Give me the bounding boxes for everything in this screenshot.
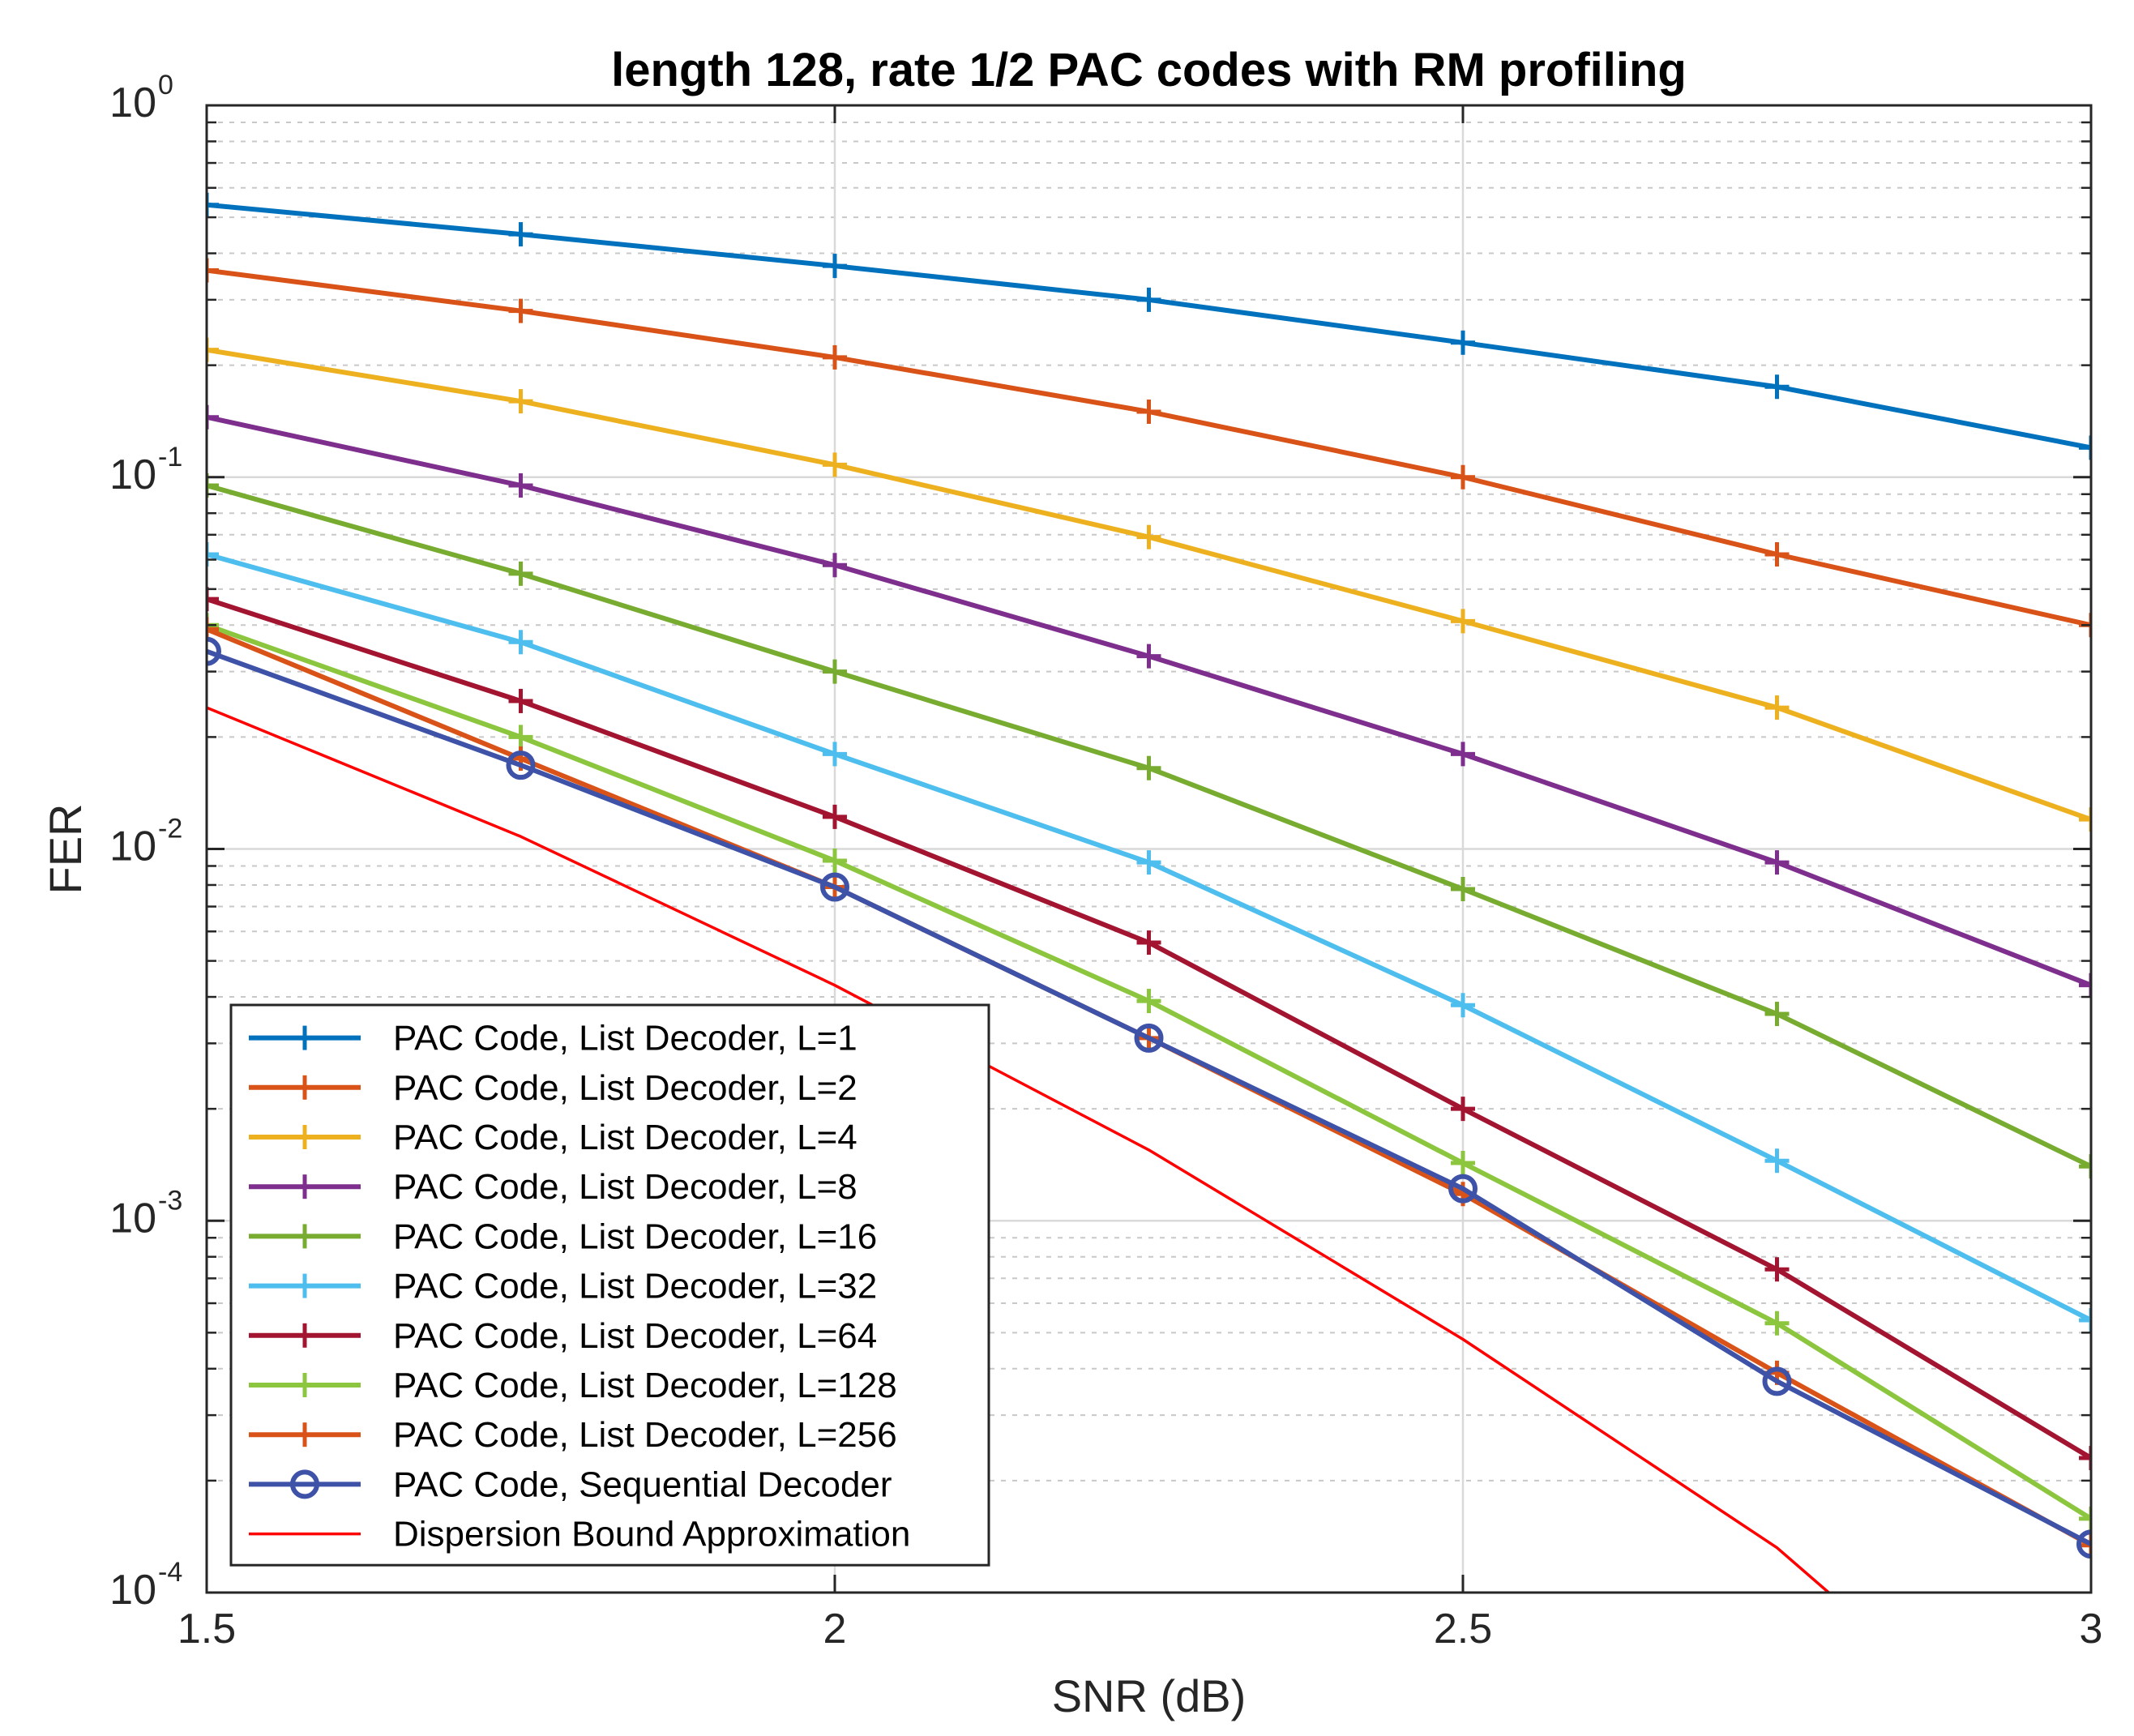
legend-item: PAC Code, List Decoder, L=1 xyxy=(249,1019,857,1058)
data-point-marker xyxy=(506,750,536,780)
legend-label: PAC Code, List Decoder, L=4 xyxy=(393,1118,857,1157)
y-tick-label-base: 10 xyxy=(109,1195,156,1242)
y-tick-label-base: 10 xyxy=(109,79,156,126)
series-5 xyxy=(207,541,2091,1333)
legend-label: PAC Code, Sequential Decoder xyxy=(393,1464,892,1504)
series-lines xyxy=(207,192,2091,1593)
x-tick-label: 2.5 xyxy=(1434,1606,1492,1653)
legend-item: PAC Code, List Decoder, L=32 xyxy=(249,1267,877,1306)
y-tick-label-base: 10 xyxy=(109,823,156,870)
data-point-marker xyxy=(1762,1366,1792,1396)
x-tick-label: 2 xyxy=(823,1606,847,1653)
legend-item: PAC Code, List Decoder, L=128 xyxy=(249,1366,897,1405)
legend-item: PAC Code, List Decoder, L=16 xyxy=(249,1216,877,1256)
data-point-marker xyxy=(1134,1023,1164,1053)
x-axis-label: SNR (dB) xyxy=(1052,1670,1247,1721)
legend-label: PAC Code, List Decoder, L=1 xyxy=(393,1019,857,1058)
series-3 xyxy=(207,404,2091,998)
legend-label: PAC Code, List Decoder, L=16 xyxy=(393,1216,877,1256)
legend-item: PAC Code, List Decoder, L=4 xyxy=(249,1118,857,1157)
y-tick-label: 10 -2 xyxy=(109,814,182,870)
y-tick-label-exponent: -4 xyxy=(158,1557,182,1588)
legend-item: PAC Code, List Decoder, L=64 xyxy=(249,1316,877,1356)
legend-label: PAC Code, List Decoder, L=256 xyxy=(393,1415,897,1455)
series-line xyxy=(207,706,1831,1593)
legend-item: PAC Code, List Decoder, L=256 xyxy=(249,1415,897,1455)
data-point-marker xyxy=(820,872,849,902)
y-tick-label: 10 -3 xyxy=(109,1185,182,1242)
data-point-marker xyxy=(1448,1174,1478,1204)
legend-label: PAC Code, List Decoder, L=8 xyxy=(393,1167,857,1207)
y-tick-label-exponent: 0 xyxy=(158,70,173,100)
legend: PAC Code, List Decoder, L=1 PAC Code, Lis… xyxy=(229,1003,990,1567)
legend-item: PAC Code, List Decoder, L=8 xyxy=(249,1167,857,1207)
data-point-marker xyxy=(207,636,221,666)
y-tick-label: 10 -4 xyxy=(109,1557,182,1614)
series-0 xyxy=(207,192,2091,460)
legend-label: PAC Code, List Decoder, L=64 xyxy=(393,1316,877,1356)
legend-label: PAC Code, List Decoder, L=32 xyxy=(393,1267,877,1306)
series-4 xyxy=(207,472,2091,1179)
y-tick-label-exponent: -2 xyxy=(158,814,182,844)
legend-label: Dispersion Bound Approximation xyxy=(393,1515,910,1554)
y-tick-label-exponent: -1 xyxy=(158,442,182,472)
x-tick-label: 1.5 xyxy=(177,1606,236,1653)
y-tick-label: 10 -1 xyxy=(109,442,182,498)
x-tick-label: 3 xyxy=(2080,1606,2103,1653)
y-tick-label-exponent: -3 xyxy=(158,1185,182,1216)
series-2 xyxy=(207,337,2091,832)
chart-title: length 128, rate 1/2 PAC codes with RM p… xyxy=(611,44,1687,96)
y-tick-label-base: 10 xyxy=(109,451,156,498)
data-point-marker xyxy=(290,1469,319,1499)
legend-item: PAC Code, List Decoder, L=2 xyxy=(249,1068,857,1108)
legend-item: Dispersion Bound Approximation xyxy=(249,1515,910,1554)
series-9 xyxy=(207,636,2091,1559)
series-6 xyxy=(207,587,2091,1471)
y-tick-label: 10 0 xyxy=(109,70,173,126)
legend-item: PAC Code, Sequential Decoder xyxy=(249,1464,892,1504)
legend-label: PAC Code, List Decoder, L=128 xyxy=(393,1366,897,1405)
legend-label: PAC Code, List Decoder, L=2 xyxy=(393,1068,857,1108)
y-axis-label: FER xyxy=(40,804,91,895)
y-tick-label-base: 10 xyxy=(109,1567,156,1614)
series-line xyxy=(207,648,2091,1546)
data-point-marker xyxy=(2076,1529,2091,1559)
series-10 xyxy=(207,706,1831,1593)
